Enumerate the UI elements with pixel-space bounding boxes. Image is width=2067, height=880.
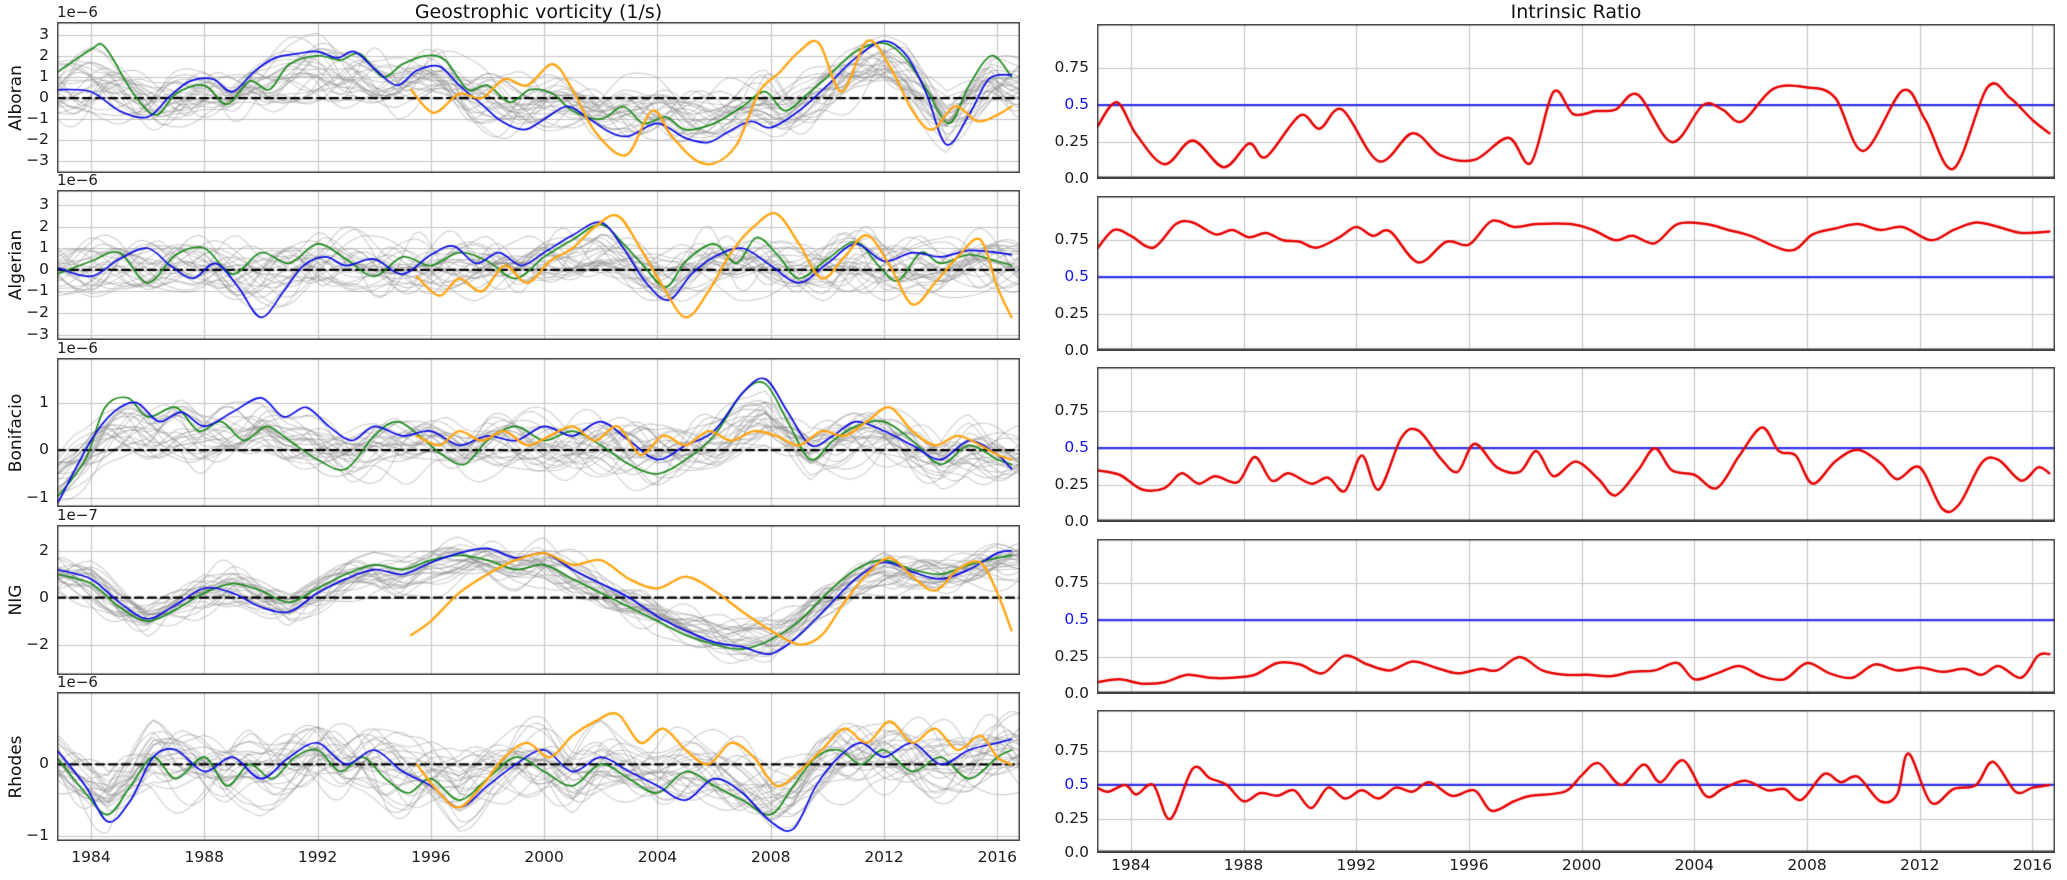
y-tick-label: 0.25 xyxy=(1054,475,1089,494)
x-tick-label: 1992 xyxy=(297,848,338,866)
y-tick-label: 2 xyxy=(39,45,49,64)
vorticity-plot-nig xyxy=(57,525,1020,675)
scale-offset-label-bonifacio: 1e−6 xyxy=(57,339,98,357)
right-figure-title: Intrinsic Ratio xyxy=(1510,1,1642,23)
y-tick-label: 0 xyxy=(39,754,49,773)
y-tick-label: 0.25 xyxy=(1054,647,1089,666)
y-tick-label: 0 xyxy=(39,440,49,459)
x-tick-label: 2012 xyxy=(1900,856,1940,874)
x-tick-label: 2000 xyxy=(1561,856,1602,874)
x-tick-label: 2012 xyxy=(864,848,904,866)
y-tick-label: 0.5 xyxy=(1064,438,1089,457)
y-tick-label: 0.0 xyxy=(1064,684,1089,702)
ratio-plot-nig xyxy=(1097,539,2055,694)
y-tick-label: 0.75 xyxy=(1054,230,1089,249)
y-tick-label: 1 xyxy=(39,66,49,85)
y-tick-label: 0.25 xyxy=(1054,808,1089,827)
y-tick-label: −2 xyxy=(26,130,49,149)
y-tick-label: −3 xyxy=(26,324,49,343)
scale-offset-label-algerian: 1e−6 xyxy=(57,171,98,189)
y-tick-label: 0 xyxy=(39,587,49,606)
y-tick-label: 0.0 xyxy=(1064,512,1089,530)
scale-offset-label-nig: 1e−7 xyxy=(57,506,98,524)
x-tick-label: 2016 xyxy=(977,848,1018,866)
y-tick-label: −2 xyxy=(26,634,49,653)
y-tick-label: 0.0 xyxy=(1064,169,1089,187)
y-tick-label: 1 xyxy=(39,392,49,411)
x-tick-label: 1996 xyxy=(411,848,451,866)
y-tick-label: −1 xyxy=(26,109,49,128)
y-tick-label: −1 xyxy=(26,281,49,300)
x-tick-label: 1984 xyxy=(1111,856,1151,874)
y-tick-label: 0.5 xyxy=(1064,267,1089,286)
y-tick-label: −1 xyxy=(26,487,49,506)
x-tick-label: 2004 xyxy=(1674,856,1715,874)
ratio-plot-algerian xyxy=(1097,196,2055,351)
scale-offset-label-alboran: 1e−6 xyxy=(57,3,98,21)
y-tick-label: 0.75 xyxy=(1054,58,1089,77)
y-tick-label: −1 xyxy=(26,825,49,844)
x-tick-label: 2016 xyxy=(2012,856,2053,874)
vorticity-plot-algerian xyxy=(57,190,1020,340)
y-tick-label: 0.25 xyxy=(1054,132,1089,151)
scale-offset-label-rhodes: 1e−6 xyxy=(57,673,98,691)
y-tick-label: 0 xyxy=(39,259,49,278)
x-tick-label: 1992 xyxy=(1336,856,1376,874)
x-tick-label: 1984 xyxy=(71,848,111,866)
vorticity-plot-bonifacio xyxy=(57,358,1020,507)
y-tick-label: 0 xyxy=(39,88,49,107)
y-tick-label: 2 xyxy=(39,540,49,559)
vorticity-plot-alboran xyxy=(57,22,1020,173)
x-tick-label: 2004 xyxy=(637,848,678,866)
y-tick-label: 2 xyxy=(39,216,49,235)
x-tick-label: 2008 xyxy=(1787,856,1827,874)
y-tick-label: −3 xyxy=(26,151,49,170)
y-tick-label: 0.75 xyxy=(1054,573,1089,592)
y-tick-label: 3 xyxy=(39,24,49,43)
vorticity-plot-rhodes xyxy=(57,692,1020,841)
y-tick-label: 0.5 xyxy=(1064,610,1089,629)
left-figure-title: Geostrophic vorticity (1/s) xyxy=(414,1,663,23)
y-tick-label: 0.75 xyxy=(1054,740,1089,759)
y-tick-label: 0.75 xyxy=(1054,401,1089,420)
x-tick-label: 1996 xyxy=(1449,856,1489,874)
x-tick-label: 2000 xyxy=(524,848,564,866)
x-tick-label: 1988 xyxy=(1223,856,1264,874)
y-tick-label: 1 xyxy=(39,238,49,257)
y-tick-label: 0.0 xyxy=(1064,341,1089,359)
x-tick-label: 1988 xyxy=(184,848,224,866)
ratio-plot-alboran xyxy=(1097,24,2055,179)
y-tick-label: 0.5 xyxy=(1064,774,1089,793)
y-tick-label: 3 xyxy=(39,195,49,214)
y-tick-label: 0.5 xyxy=(1064,95,1089,114)
x-tick-label: 2008 xyxy=(751,848,791,866)
y-tick-label: −2 xyxy=(26,303,49,322)
y-tick-label: 0.0 xyxy=(1064,843,1089,861)
y-tick-label: 0.25 xyxy=(1054,304,1089,323)
ratio-plot-bonifacio xyxy=(1097,367,2055,522)
ratio-plot-rhodes xyxy=(1097,710,2055,853)
